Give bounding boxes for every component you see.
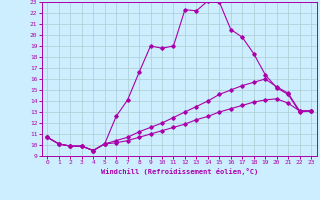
X-axis label: Windchill (Refroidissement éolien,°C): Windchill (Refroidissement éolien,°C) — [100, 168, 258, 175]
